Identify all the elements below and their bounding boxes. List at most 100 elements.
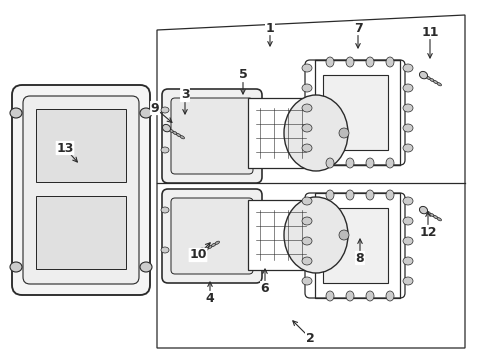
Ellipse shape (211, 243, 216, 247)
Ellipse shape (403, 217, 413, 225)
Ellipse shape (346, 57, 354, 67)
Ellipse shape (302, 257, 312, 265)
Bar (248, 200, 316, 270)
Ellipse shape (161, 147, 169, 153)
Ellipse shape (302, 104, 312, 112)
Text: 3: 3 (181, 89, 189, 102)
Ellipse shape (255, 247, 263, 253)
Ellipse shape (403, 144, 413, 152)
Ellipse shape (302, 197, 312, 205)
Text: 1: 1 (266, 22, 274, 35)
Ellipse shape (326, 291, 334, 301)
Ellipse shape (215, 241, 220, 244)
Ellipse shape (419, 206, 428, 214)
Ellipse shape (386, 158, 394, 168)
Ellipse shape (434, 215, 438, 219)
Ellipse shape (208, 246, 212, 249)
Ellipse shape (386, 291, 394, 301)
Text: 11: 11 (421, 26, 439, 39)
Ellipse shape (302, 277, 312, 285)
Ellipse shape (10, 108, 22, 118)
FancyBboxPatch shape (12, 85, 150, 295)
Text: 7: 7 (354, 22, 363, 35)
Text: 2: 2 (306, 332, 315, 345)
Ellipse shape (403, 257, 413, 265)
Ellipse shape (302, 237, 312, 245)
Ellipse shape (366, 291, 374, 301)
Ellipse shape (302, 144, 312, 152)
Text: 13: 13 (56, 141, 74, 154)
Ellipse shape (403, 84, 413, 92)
Text: 10: 10 (189, 248, 207, 261)
Ellipse shape (169, 129, 173, 132)
Ellipse shape (284, 197, 348, 273)
Ellipse shape (10, 262, 22, 272)
Text: 5: 5 (239, 68, 247, 81)
Bar (315, 193, 400, 298)
Text: 4: 4 (206, 292, 215, 305)
Ellipse shape (197, 248, 205, 256)
Ellipse shape (437, 82, 441, 86)
Ellipse shape (403, 104, 413, 112)
Ellipse shape (346, 291, 354, 301)
Bar (323, 75, 388, 150)
Ellipse shape (346, 190, 354, 200)
Ellipse shape (437, 217, 441, 221)
Ellipse shape (302, 84, 312, 92)
Ellipse shape (426, 76, 431, 80)
Ellipse shape (326, 190, 334, 200)
FancyBboxPatch shape (171, 98, 253, 174)
Ellipse shape (339, 230, 349, 240)
Ellipse shape (403, 237, 413, 245)
Ellipse shape (434, 80, 438, 84)
Ellipse shape (284, 95, 348, 171)
Ellipse shape (430, 213, 434, 217)
Ellipse shape (346, 158, 354, 168)
Ellipse shape (403, 124, 413, 132)
Text: 9: 9 (151, 102, 159, 114)
Ellipse shape (140, 108, 152, 118)
FancyBboxPatch shape (171, 198, 253, 274)
Ellipse shape (403, 197, 413, 205)
Ellipse shape (161, 207, 169, 213)
Ellipse shape (366, 57, 374, 67)
Ellipse shape (161, 107, 169, 113)
Ellipse shape (422, 209, 427, 212)
FancyBboxPatch shape (23, 96, 139, 284)
Ellipse shape (326, 158, 334, 168)
Bar (36, 109, 126, 182)
Ellipse shape (166, 127, 170, 130)
Ellipse shape (302, 64, 312, 72)
Ellipse shape (386, 57, 394, 67)
Ellipse shape (161, 247, 169, 253)
Ellipse shape (422, 74, 427, 77)
Ellipse shape (339, 128, 349, 138)
Bar (315, 60, 400, 165)
Ellipse shape (200, 249, 205, 253)
Bar (36, 196, 126, 269)
Ellipse shape (173, 131, 177, 135)
Ellipse shape (366, 158, 374, 168)
Ellipse shape (430, 78, 434, 82)
Ellipse shape (176, 134, 181, 137)
Ellipse shape (255, 107, 263, 113)
Ellipse shape (163, 125, 171, 132)
Ellipse shape (426, 211, 431, 215)
Ellipse shape (255, 147, 263, 153)
Ellipse shape (255, 207, 263, 213)
Ellipse shape (326, 57, 334, 67)
Bar (248, 98, 316, 168)
Ellipse shape (204, 247, 209, 251)
FancyBboxPatch shape (162, 89, 262, 183)
Ellipse shape (302, 124, 312, 132)
Ellipse shape (366, 190, 374, 200)
Ellipse shape (140, 262, 152, 272)
FancyBboxPatch shape (162, 189, 262, 283)
Ellipse shape (403, 277, 413, 285)
Ellipse shape (403, 64, 413, 72)
Polygon shape (157, 15, 465, 348)
Text: 12: 12 (419, 225, 437, 238)
Ellipse shape (419, 71, 428, 79)
Text: 8: 8 (356, 252, 364, 265)
Ellipse shape (386, 190, 394, 200)
